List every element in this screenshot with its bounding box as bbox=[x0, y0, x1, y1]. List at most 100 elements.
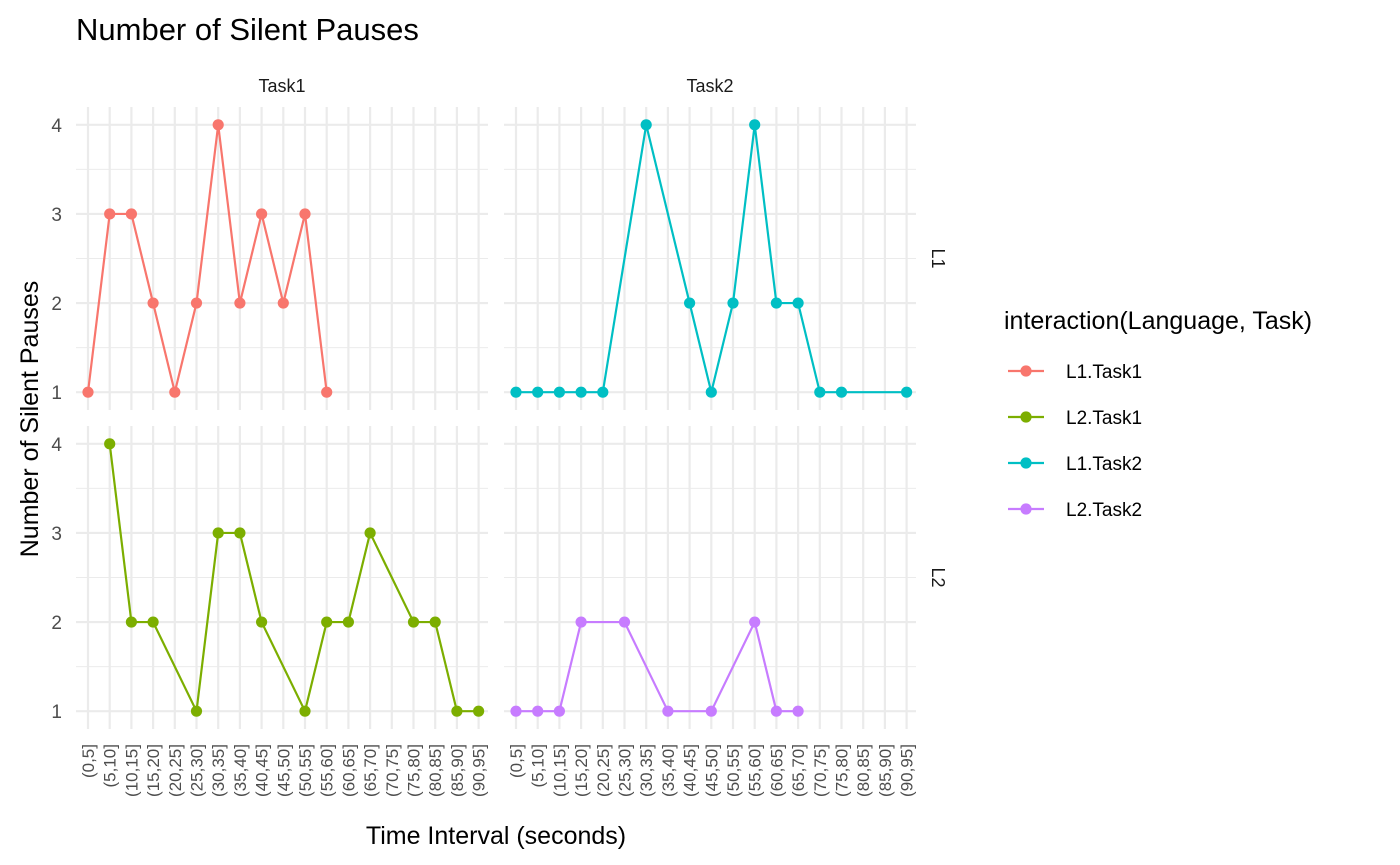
x-tick-label: (15,20] bbox=[144, 744, 163, 797]
data-point bbox=[451, 705, 463, 717]
data-point bbox=[901, 386, 913, 398]
legend-entry-L2.Task2: L2.Task2 bbox=[1008, 500, 1142, 521]
panel-L2-Task1 bbox=[76, 426, 488, 729]
x-tick-label: (55,60] bbox=[318, 744, 337, 797]
series-L2.Task1 bbox=[104, 438, 485, 717]
x-tick-label: (45,50] bbox=[702, 744, 721, 797]
data-point bbox=[553, 386, 566, 398]
x-tick-label: (40,45] bbox=[681, 744, 700, 797]
strip-label-l1: L1 bbox=[928, 248, 948, 268]
data-point bbox=[510, 386, 522, 398]
legend-entry-L1.Task1: L1.Task1 bbox=[1008, 362, 1142, 383]
data-point bbox=[82, 386, 94, 398]
data-point bbox=[770, 705, 783, 717]
data-point bbox=[792, 297, 804, 309]
y-tick-label: 3 bbox=[51, 205, 62, 226]
y-tick-label: 4 bbox=[51, 116, 62, 137]
data-point bbox=[597, 386, 609, 398]
y-axis-title: Number of Silent Pauses bbox=[16, 281, 44, 558]
panel-L1-Task2 bbox=[504, 107, 916, 410]
x-tick-label: (65,70] bbox=[789, 744, 808, 797]
strip-label-task2: Task2 bbox=[686, 76, 733, 96]
x-tick-label: (30,35] bbox=[209, 744, 228, 797]
data-point bbox=[190, 297, 203, 309]
data-point bbox=[321, 386, 333, 398]
data-point bbox=[212, 527, 224, 539]
data-point bbox=[256, 616, 268, 628]
series-line bbox=[516, 618, 799, 713]
x-tick-label: (35,40] bbox=[231, 744, 250, 797]
x-tick-label: (45,50] bbox=[274, 744, 293, 797]
panel-L1-Task1 bbox=[76, 107, 488, 410]
x-tick-label: (90,95] bbox=[470, 744, 489, 797]
x-tick-label: (70,75] bbox=[383, 744, 402, 797]
x-tick-label: (80,85] bbox=[854, 744, 873, 797]
x-tick-label: (5,10] bbox=[529, 744, 548, 787]
data-point bbox=[575, 616, 587, 628]
legend-key-point bbox=[1020, 457, 1032, 469]
data-point bbox=[234, 297, 246, 309]
data-point bbox=[575, 386, 587, 398]
data-point bbox=[429, 616, 441, 628]
strip-label-l2: L2 bbox=[928, 567, 948, 587]
x-tick-label: (60,65] bbox=[339, 744, 358, 797]
data-point bbox=[212, 119, 224, 131]
data-point bbox=[553, 705, 566, 717]
series-L1.Task2 bbox=[510, 119, 913, 398]
chart-title: Number of Silent Pauses bbox=[76, 12, 419, 47]
data-point bbox=[640, 119, 652, 131]
x-tick-label: (25,30] bbox=[188, 744, 207, 797]
legend: interaction(Language, Task) L1.Task1 L2.T… bbox=[1004, 307, 1312, 521]
x-tick-label: (90,95] bbox=[898, 744, 917, 797]
x-tick-label: (35,40] bbox=[659, 744, 678, 797]
legend-key-point bbox=[1020, 503, 1032, 515]
x-tick-label: (85,90] bbox=[876, 744, 895, 797]
legend-key-point bbox=[1020, 411, 1032, 423]
data-point bbox=[727, 297, 739, 309]
series-L2.Task2 bbox=[510, 616, 804, 717]
legend-label: L2.Task2 bbox=[1066, 500, 1142, 521]
strip-label-task1: Task1 bbox=[258, 76, 305, 96]
x-tick-label: (50,55] bbox=[724, 744, 743, 797]
x-tick-label: (80,85] bbox=[426, 744, 445, 797]
data-point bbox=[234, 527, 246, 539]
x-tick-label: (50,55] bbox=[296, 744, 315, 797]
legend-title: interaction(Language, Task) bbox=[1004, 307, 1312, 335]
x-tick-label: (70,75] bbox=[811, 744, 830, 797]
data-point bbox=[125, 208, 137, 220]
data-point bbox=[169, 386, 181, 398]
data-point bbox=[104, 438, 116, 450]
series-L1.Task1 bbox=[82, 119, 333, 398]
legend-key-point bbox=[1020, 365, 1032, 377]
y-tick-label: 3 bbox=[51, 524, 62, 545]
x-tick-label: (10,15] bbox=[550, 744, 569, 797]
data-point bbox=[532, 705, 544, 717]
data-point bbox=[299, 208, 311, 220]
x-tick-label: (75,80] bbox=[833, 744, 852, 797]
data-point bbox=[749, 616, 761, 628]
data-point bbox=[256, 208, 268, 220]
data-point bbox=[835, 386, 848, 398]
data-point bbox=[749, 119, 761, 131]
x-tick-label: (20,25] bbox=[166, 744, 185, 797]
x-tick-label: (30,35] bbox=[637, 744, 656, 797]
data-point bbox=[299, 705, 311, 717]
data-point bbox=[147, 616, 159, 628]
legend-entry-L2.Task1: L2.Task1 bbox=[1008, 408, 1142, 429]
data-point bbox=[190, 705, 203, 717]
y-tick-label: 4 bbox=[51, 435, 62, 456]
data-point bbox=[814, 386, 826, 398]
data-point bbox=[125, 616, 137, 628]
data-point bbox=[364, 527, 376, 539]
legend-label: L1.Task2 bbox=[1066, 454, 1142, 475]
data-point bbox=[407, 616, 420, 628]
panel-L2-Task2 bbox=[504, 426, 916, 729]
legend-label: L2.Task1 bbox=[1066, 408, 1142, 429]
x-tick-label: (5,10] bbox=[101, 744, 120, 787]
data-point bbox=[618, 616, 631, 628]
data-point bbox=[770, 297, 783, 309]
data-point bbox=[532, 386, 544, 398]
x-tick-label: (10,15] bbox=[122, 744, 141, 797]
